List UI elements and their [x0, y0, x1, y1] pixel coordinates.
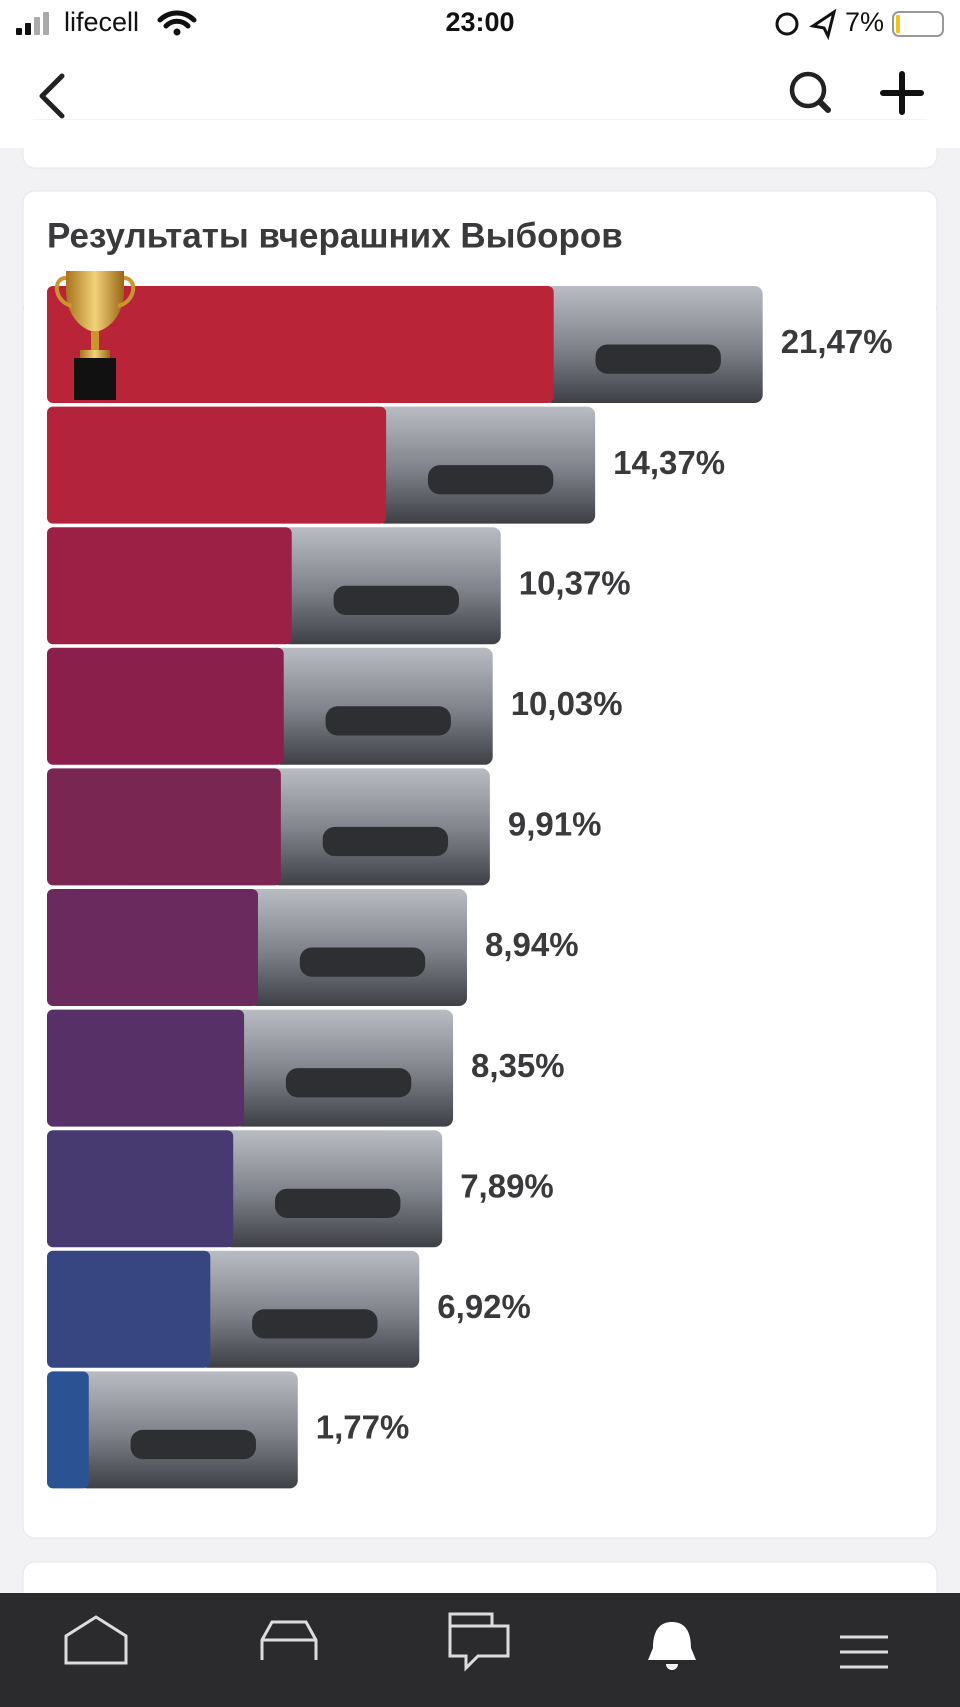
car-silhouette — [252, 1309, 378, 1339]
back-button[interactable] — [39, 73, 65, 119]
car-photo — [376, 406, 596, 524]
search-button[interactable] — [789, 71, 831, 113]
lock-icon — [775, 12, 799, 36]
value-label: 9,91% — [508, 806, 602, 843]
car-silhouette — [275, 1188, 401, 1218]
notifications-tab[interactable] — [648, 1622, 696, 1670]
value-label: 10,03% — [511, 685, 623, 722]
trophy-icon — [55, 271, 135, 400]
bar — [47, 1250, 211, 1368]
car-silhouette — [325, 706, 451, 736]
value-label: 6,92% — [437, 1288, 531, 1325]
value-label: 1,77% — [316, 1409, 410, 1446]
bars: 21,47% 14,37% 10,37% 10,03% 9,91% 8,94% 8,35% 7… — [47, 286, 893, 1489]
car-silhouette — [299, 947, 426, 977]
value-label: 8,35% — [471, 1047, 565, 1084]
battery-level — [896, 15, 900, 33]
garage-tab[interactable] — [260, 1620, 318, 1660]
menu-tab[interactable] — [840, 1635, 888, 1669]
value-label: 7,89% — [460, 1167, 554, 1204]
car-silhouette — [285, 1068, 412, 1098]
bar — [47, 406, 387, 524]
carrier: lifecell — [64, 7, 139, 37]
clock: 23:00 — [445, 7, 514, 37]
battery-icon — [892, 11, 944, 37]
value-label: 8,94% — [485, 926, 579, 963]
tab-bar — [0, 1593, 960, 1707]
bar — [47, 286, 554, 403]
bar — [47, 1009, 245, 1127]
header-cover — [0, 120, 960, 148]
bar — [47, 889, 258, 1006]
bar — [47, 527, 292, 645]
battery-percent: 7% — [845, 7, 884, 37]
bar — [47, 1130, 234, 1248]
location-icon — [809, 8, 837, 41]
value-label: 21,47% — [781, 323, 893, 360]
bar — [47, 1371, 89, 1489]
car-silhouette — [595, 344, 721, 374]
car-silhouette — [333, 585, 459, 615]
add-button[interactable] — [880, 71, 924, 115]
wifi-dot — [173, 28, 181, 36]
value-label: 10,37% — [519, 564, 631, 601]
wifi-icon — [157, 10, 197, 29]
home-tab[interactable] — [64, 1615, 128, 1665]
bar — [47, 647, 284, 765]
car-silhouette — [322, 826, 449, 857]
value-label: 14,37% — [613, 444, 725, 481]
bar — [47, 768, 281, 886]
signal-icon — [16, 12, 49, 35]
messages-tab[interactable] — [448, 1612, 510, 1672]
car-silhouette — [427, 465, 554, 495]
chart-title: Результаты вчерашних Выборов — [47, 216, 623, 255]
car-silhouette — [130, 1429, 256, 1460]
